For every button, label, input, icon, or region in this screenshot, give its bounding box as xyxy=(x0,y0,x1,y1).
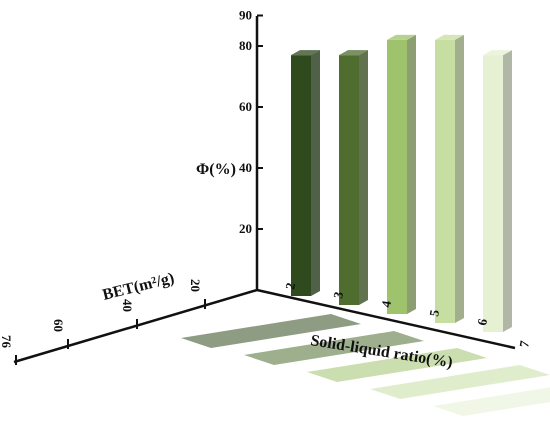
floor-shadow xyxy=(433,387,550,416)
bar-side-shade xyxy=(455,34,464,324)
bar-front xyxy=(435,39,455,324)
bar-top-highlight xyxy=(387,34,416,40)
axes xyxy=(13,16,516,364)
bar-side-shade xyxy=(407,34,416,315)
floor-shadow xyxy=(244,331,424,365)
x-tick-label: 2 xyxy=(282,282,298,291)
bar xyxy=(339,50,368,306)
bar-top-highlight xyxy=(339,50,368,56)
bar-side xyxy=(455,34,464,324)
x-axis-line xyxy=(256,288,516,350)
x-tick-label: 6 xyxy=(474,317,490,326)
floor-shadows xyxy=(181,314,550,416)
bar-top-highlight xyxy=(291,50,320,56)
bar-top xyxy=(291,50,320,56)
y-tick-labels: 20 40 60 80 90 xyxy=(239,8,252,237)
bar-top xyxy=(483,50,512,56)
bar-side-shade xyxy=(311,50,320,297)
z-tick-labels: 20 40 60 76 xyxy=(0,279,203,349)
z-tick-label: 60 xyxy=(51,319,66,332)
bar xyxy=(291,50,320,297)
z-tick-marks xyxy=(15,299,206,365)
bar-side xyxy=(407,34,416,315)
z-axis-line xyxy=(13,288,258,364)
x-tick-label: 5 xyxy=(426,308,442,317)
z-axis-title: BET(m²/g) xyxy=(101,270,176,304)
bar xyxy=(387,34,416,315)
bar-top xyxy=(387,34,416,40)
y-tick-label: 80 xyxy=(239,38,252,53)
bar-side-shade xyxy=(503,50,512,333)
bar-front xyxy=(339,55,359,306)
bar-side xyxy=(311,50,320,297)
x-tick-label: 7 xyxy=(516,339,532,348)
bar-front xyxy=(291,55,311,297)
y-tick-label: 60 xyxy=(239,99,252,114)
z-tick-label: 76 xyxy=(0,335,14,349)
bar xyxy=(483,50,512,333)
y-axis-title: Φ(%) xyxy=(196,161,236,178)
z-tick-label: 40 xyxy=(120,299,135,312)
bars xyxy=(291,34,512,333)
bar xyxy=(435,34,464,324)
bar-side xyxy=(503,50,512,333)
x-tick-labels: 2 3 4 5 6 7 xyxy=(282,282,532,349)
bar-top-highlight xyxy=(435,34,464,40)
bar-top xyxy=(339,50,368,56)
bar-side-shade xyxy=(359,50,368,306)
bar-side xyxy=(359,50,368,306)
bar-front xyxy=(483,55,503,333)
x-tick-label: 3 xyxy=(330,290,346,299)
floor-shadow xyxy=(370,365,550,399)
bar-top-highlight xyxy=(483,50,512,56)
y-tick-label: 20 xyxy=(239,221,252,236)
y-tick-label: 40 xyxy=(239,160,252,175)
y-tick-label: 90 xyxy=(239,8,252,23)
floor-shadow xyxy=(181,314,361,348)
floor-shadow xyxy=(307,348,487,382)
x-tick-label: 4 xyxy=(378,299,394,308)
z-tick-label: 20 xyxy=(188,279,203,292)
y-tick-marks xyxy=(257,14,263,230)
bar-front xyxy=(387,39,407,315)
bar-top xyxy=(435,34,464,40)
